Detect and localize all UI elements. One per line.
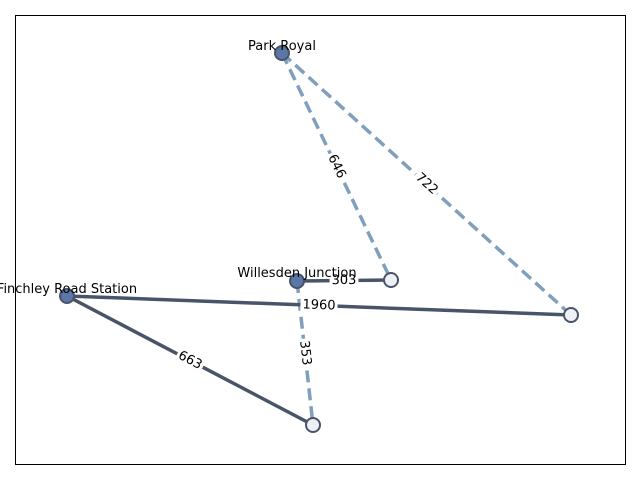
node-labels-layer: Park Royal Willesden Junction Finchley Roa… [0,39,357,297]
edge-722 [280,51,573,317]
edge-label: 303 [332,273,357,288]
node-node-c [305,417,321,433]
edge-label-background [300,297,338,314]
node-label-finchley-road-station: Finchley Road Station [0,282,137,297]
edge-label-group-646: 646 [323,150,350,183]
edge-label-group-722: 722 [410,168,443,200]
node-finchley-road-station [59,288,75,304]
edge-label-background [295,337,315,369]
edge-label-background [329,272,359,289]
edge-label-group-303: 303 [329,272,359,289]
edge-labels-layer: 646 722 303 353 1960 663 [173,150,443,374]
node-node-a [383,272,399,288]
node-label-park-royal: Park Royal [248,39,316,54]
edge-label-background [410,168,443,200]
node-willesden-junction [289,273,305,289]
edge-label-background [323,150,350,183]
plot-frame [15,15,626,465]
edge-label: 1960 [302,297,336,313]
edge-label-background [173,347,207,374]
edge-646 [280,52,393,281]
edge-label-group-663: 663 [173,347,207,374]
edges-layer [66,51,573,427]
nodes-layer [59,45,579,433]
edge-label: 353 [296,340,314,366]
node-park-royal [274,45,290,61]
node-node-b [563,307,579,323]
node-label-willesden-junction: Willesden Junction [237,266,356,281]
edge-label-group-353: 353 [295,337,315,369]
edge-label-group-1960: 1960 [300,297,338,314]
